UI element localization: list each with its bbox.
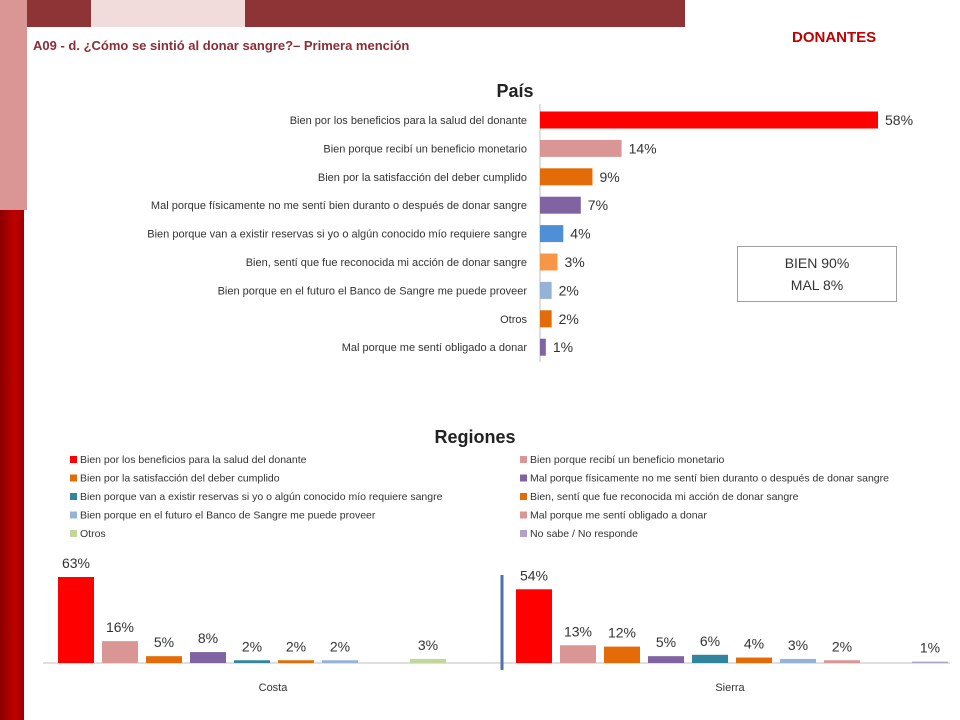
regiones-bar — [58, 577, 94, 663]
summary-box: BIEN 90% MAL 8% — [737, 246, 897, 302]
regiones-bar — [278, 660, 314, 663]
regiones-bar — [736, 657, 772, 663]
summary-mal: MAL 8% — [790, 277, 844, 293]
legend-swatch — [520, 530, 527, 537]
regiones-bar — [692, 654, 728, 663]
legend-swatch — [520, 493, 527, 500]
regiones-bar — [322, 660, 358, 663]
pais-category-label: Bien por la satisfacción del deber cumpl… — [318, 172, 527, 184]
legend-label: No sabe / No responde — [530, 528, 638, 540]
top-bar-dark-right — [245, 0, 685, 27]
regiones-value-label: 3% — [788, 637, 808, 653]
pais-category-label: Bien por los beneficios para la salud de… — [290, 115, 527, 127]
legend-label: Bien porque recibí un beneficio monetari… — [530, 454, 725, 466]
pais-value-label: 2% — [559, 282, 579, 298]
legend-swatch — [70, 511, 77, 519]
brand-label: DONANTES — [792, 29, 877, 46]
top-bar-light — [91, 0, 245, 27]
regiones-bar — [824, 660, 860, 663]
regiones-value-label: 2% — [286, 638, 306, 654]
legend-swatch — [70, 493, 77, 500]
regiones-value-label: 63% — [62, 555, 90, 571]
pais-bar — [540, 168, 593, 186]
legend-label: Bien porque en el futuro el Banco de San… — [80, 510, 376, 522]
pais-value-label: 2% — [559, 311, 579, 327]
regiones-value-label: 4% — [744, 636, 764, 652]
regiones-value-label: 3% — [418, 637, 438, 653]
legend-swatch — [70, 530, 77, 537]
legend-label: Mal porque me sentí obligado a donar — [530, 510, 707, 522]
regiones-bar — [410, 658, 446, 663]
legend-label: Bien porque van a existir reservas si yo… — [80, 491, 443, 503]
regiones-value-label: 6% — [700, 633, 720, 649]
regiones-value-label: 5% — [154, 634, 174, 650]
regiones-value-label: 8% — [198, 630, 218, 646]
regiones-title: Regiones — [434, 427, 515, 447]
left-strip-rose — [0, 0, 27, 210]
pais-bar — [540, 253, 558, 271]
pais-value-label: 7% — [588, 197, 608, 213]
pais-bar — [540, 310, 552, 328]
regiones-bar — [190, 652, 226, 663]
regiones-bar — [516, 589, 552, 663]
legend-swatch — [70, 474, 77, 482]
regiones-bar — [648, 656, 684, 663]
regiones-value-label: 13% — [564, 623, 592, 639]
summary-bien: BIEN 90% — [784, 255, 850, 271]
regiones-value-label: 2% — [330, 638, 350, 654]
pais-value-label: 9% — [599, 169, 619, 185]
regiones-category-label: Sierra — [715, 682, 745, 694]
pais-value-label: 58% — [885, 112, 913, 128]
legend-label: Bien por la satisfacción del deber cumpl… — [80, 473, 280, 485]
pais-bar — [540, 225, 564, 243]
pais-category-label: Bien porque van a existir reservas si yo… — [147, 229, 527, 241]
legend-label: Bien, sentí que fue reconocida mi acción… — [530, 491, 799, 503]
legend-label: Otros — [80, 528, 106, 540]
regiones-bar — [912, 661, 948, 663]
pais-value-label: 3% — [564, 254, 584, 270]
regiones-bar — [146, 656, 182, 663]
pais-bar — [540, 111, 878, 129]
legend-swatch — [70, 456, 77, 463]
regiones-value-label: 54% — [520, 567, 548, 583]
pais-title: País — [496, 81, 533, 101]
regiones-bar — [102, 641, 138, 663]
regiones-bar — [234, 660, 270, 663]
pais-value-label: 1% — [553, 339, 573, 355]
regiones-bar — [560, 645, 596, 663]
regiones-category-label: Costa — [259, 682, 289, 694]
pais-category-label: Otros — [500, 314, 527, 326]
regiones-value-label: 2% — [242, 638, 262, 654]
pais-bar — [540, 139, 622, 157]
regiones-value-label: 2% — [832, 638, 852, 654]
pais-category-label: Bien, sentí que fue reconocida mi acción… — [246, 257, 527, 269]
regiones-value-label: 12% — [608, 625, 636, 641]
pais-value-label: 4% — [570, 226, 590, 242]
regiones-bar — [604, 646, 640, 663]
legend-swatch — [520, 456, 527, 463]
pais-category-label: Bien porque recibí un beneficio monetari… — [323, 143, 527, 155]
pais-bar — [540, 338, 546, 356]
pais-value-label: 14% — [629, 140, 657, 156]
pais-category-label: Mal porque físicamente no me sentí bien … — [151, 200, 527, 212]
legend-swatch — [520, 511, 527, 519]
regiones-value-label: 16% — [106, 619, 134, 635]
regiones-value-label: 5% — [656, 634, 676, 650]
legend-label: Mal porque físicamente no me sentí bien … — [530, 473, 889, 485]
pais-bar — [540, 281, 552, 299]
legend-swatch — [520, 474, 527, 482]
pais-bar — [540, 196, 581, 214]
pais-category-label: Bien porque en el futuro el Banco de San… — [218, 285, 528, 297]
question-subtitle: A09 - d. ¿Cómo se sintió al donar sangre… — [33, 38, 410, 53]
legend-label: Bien por los beneficios para la salud de… — [80, 454, 307, 466]
left-strip-red — [0, 210, 24, 720]
regiones-bar — [780, 658, 816, 663]
regiones-value-label: 1% — [920, 640, 940, 656]
pais-category-label: Mal porque me sentí obligado a donar — [342, 342, 528, 354]
